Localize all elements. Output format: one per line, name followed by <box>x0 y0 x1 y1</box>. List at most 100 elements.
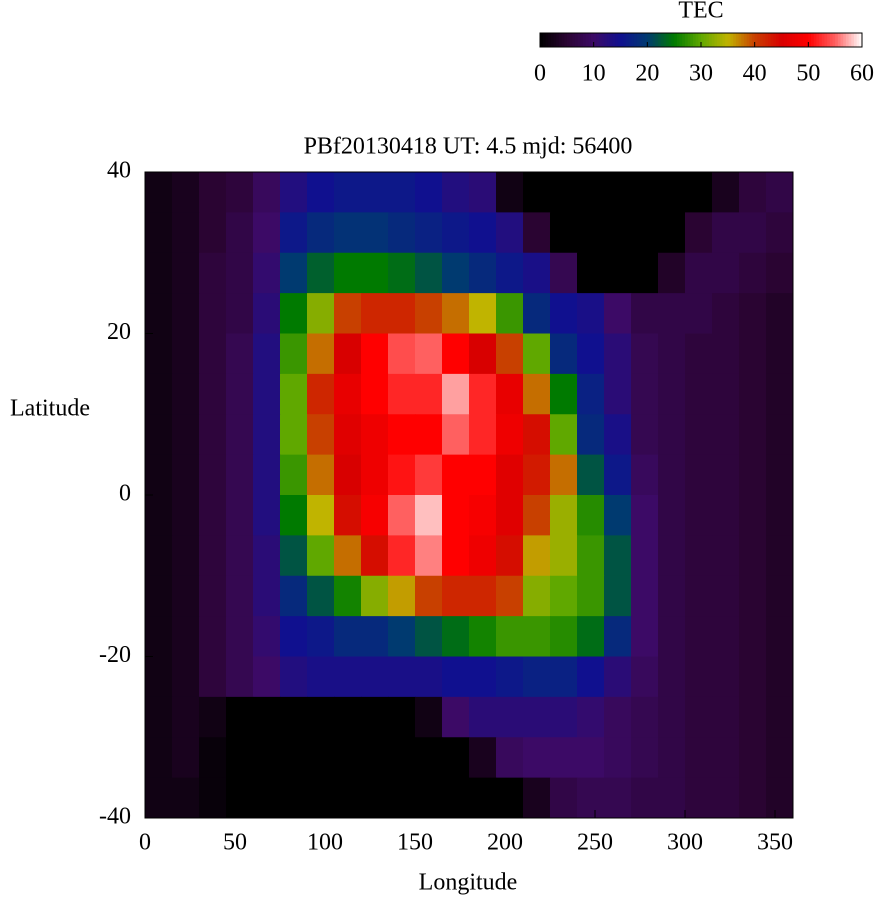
heatmap-cell <box>496 333 524 375</box>
heatmap-cell <box>550 293 578 334</box>
heatmap-cell <box>658 454 686 496</box>
heatmap-cell <box>577 454 605 496</box>
heatmap-cell <box>280 737 308 779</box>
heatmap-cell <box>577 696 605 738</box>
y-tick-label: -20 <box>99 642 131 668</box>
heatmap-cell <box>307 777 335 819</box>
heatmap-cell <box>739 696 767 738</box>
colorbar-segment <box>749 33 753 47</box>
heatmap-cell <box>739 293 767 334</box>
heatmap-cell <box>523 252 551 294</box>
colorbar-segment <box>609 33 613 47</box>
heatmap-cell <box>388 293 416 334</box>
heatmap-cell <box>496 575 524 617</box>
heatmap-cell <box>739 777 767 819</box>
colorbar-segment <box>832 33 836 47</box>
heatmap-cell <box>307 696 335 738</box>
heatmap-cell <box>388 535 416 577</box>
heatmap-cell <box>712 373 740 415</box>
heatmap-cell <box>496 373 524 415</box>
heatmap-cell <box>496 293 524 334</box>
heatmap-cell <box>658 414 686 456</box>
heatmap-cell <box>145 656 173 698</box>
heatmap-cell <box>442 212 470 254</box>
heatmap-cell <box>631 293 659 334</box>
x-tick-label: 150 <box>397 830 433 856</box>
heatmap-cell <box>307 172 335 213</box>
colorbar-segment <box>650 33 654 47</box>
colorbar-segment <box>827 33 831 47</box>
heatmap-cell <box>307 212 335 254</box>
heatmap-cell <box>226 575 254 617</box>
heatmap-cell <box>253 212 281 254</box>
heatmap-cell <box>307 373 335 415</box>
heatmap-cell <box>523 172 551 213</box>
colorbar-segment <box>725 33 729 47</box>
heatmap-cell <box>577 777 605 819</box>
colorbar-segment <box>816 33 820 47</box>
heatmap-cell <box>712 414 740 456</box>
heatmap-cell <box>442 737 470 779</box>
heatmap-cell <box>253 454 281 496</box>
heatmap-cell <box>739 373 767 415</box>
colorbar-segment <box>722 33 726 47</box>
heatmap-cell <box>280 252 308 294</box>
heatmap-cell <box>523 696 551 738</box>
heatmap-cell <box>550 414 578 456</box>
colorbar-segment <box>569 33 573 47</box>
heatmap-cell <box>550 172 578 213</box>
heatmap-cell <box>172 737 200 779</box>
heatmap-cell <box>469 333 497 375</box>
heatmap-cell <box>631 373 659 415</box>
heatmap-cell <box>334 696 362 738</box>
heatmap-cell <box>388 414 416 456</box>
heatmap-cell <box>334 777 362 819</box>
heatmap-cell <box>712 616 740 657</box>
heatmap-cell <box>766 172 794 213</box>
heatmap-cell <box>523 616 551 657</box>
heatmap-cell <box>739 252 767 294</box>
heatmap-cell <box>712 333 740 375</box>
heatmap-cell <box>442 414 470 456</box>
colorbar-segment <box>735 33 740 47</box>
colorbar-segment <box>623 33 627 47</box>
colorbar-segment <box>789 33 793 47</box>
heatmap-cell <box>226 495 254 536</box>
colorbar-segment <box>797 33 801 47</box>
colorbar-segment <box>647 33 651 47</box>
heatmap-cell <box>604 616 632 657</box>
heatmap-cell <box>577 737 605 779</box>
heatmap-cell <box>307 495 335 536</box>
chart-title: PBf20130418 UT: 4.5 mjd: 56400 <box>304 134 633 160</box>
colorbar-segment <box>540 33 544 47</box>
heatmap-cell <box>442 172 470 213</box>
heatmap-cell <box>334 373 362 415</box>
heatmap-cell <box>523 495 551 536</box>
heatmap-cell <box>658 737 686 779</box>
y-axis-label: Latitude <box>10 396 90 422</box>
colorbar-segment <box>733 33 737 47</box>
colorbar-segment <box>776 33 780 47</box>
heatmap-cell <box>334 495 362 536</box>
heatmap-cell <box>172 212 200 254</box>
heatmap-cell <box>604 293 632 334</box>
heatmap-cell <box>280 495 308 536</box>
heatmap-cell <box>253 495 281 536</box>
heatmap-cell <box>145 616 173 657</box>
colorbar-segment <box>727 33 732 47</box>
heatmap-cell <box>631 656 659 698</box>
heatmap-cell <box>550 252 578 294</box>
heatmap-cell <box>145 737 173 779</box>
heatmap-cell <box>361 252 389 294</box>
heatmap-cell <box>523 535 551 577</box>
colorbar-segment <box>741 33 745 47</box>
heatmap-cell <box>307 656 335 698</box>
colorbar-segment <box>851 33 855 47</box>
heatmap-cell <box>604 414 632 456</box>
y-tick-label: -40 <box>99 804 131 830</box>
heatmap-cell <box>766 333 794 375</box>
heatmap-cell <box>199 373 227 415</box>
heatmap-cell <box>226 454 254 496</box>
colorbar-tick-label: 40 <box>743 61 767 87</box>
heatmap-cell <box>523 212 551 254</box>
